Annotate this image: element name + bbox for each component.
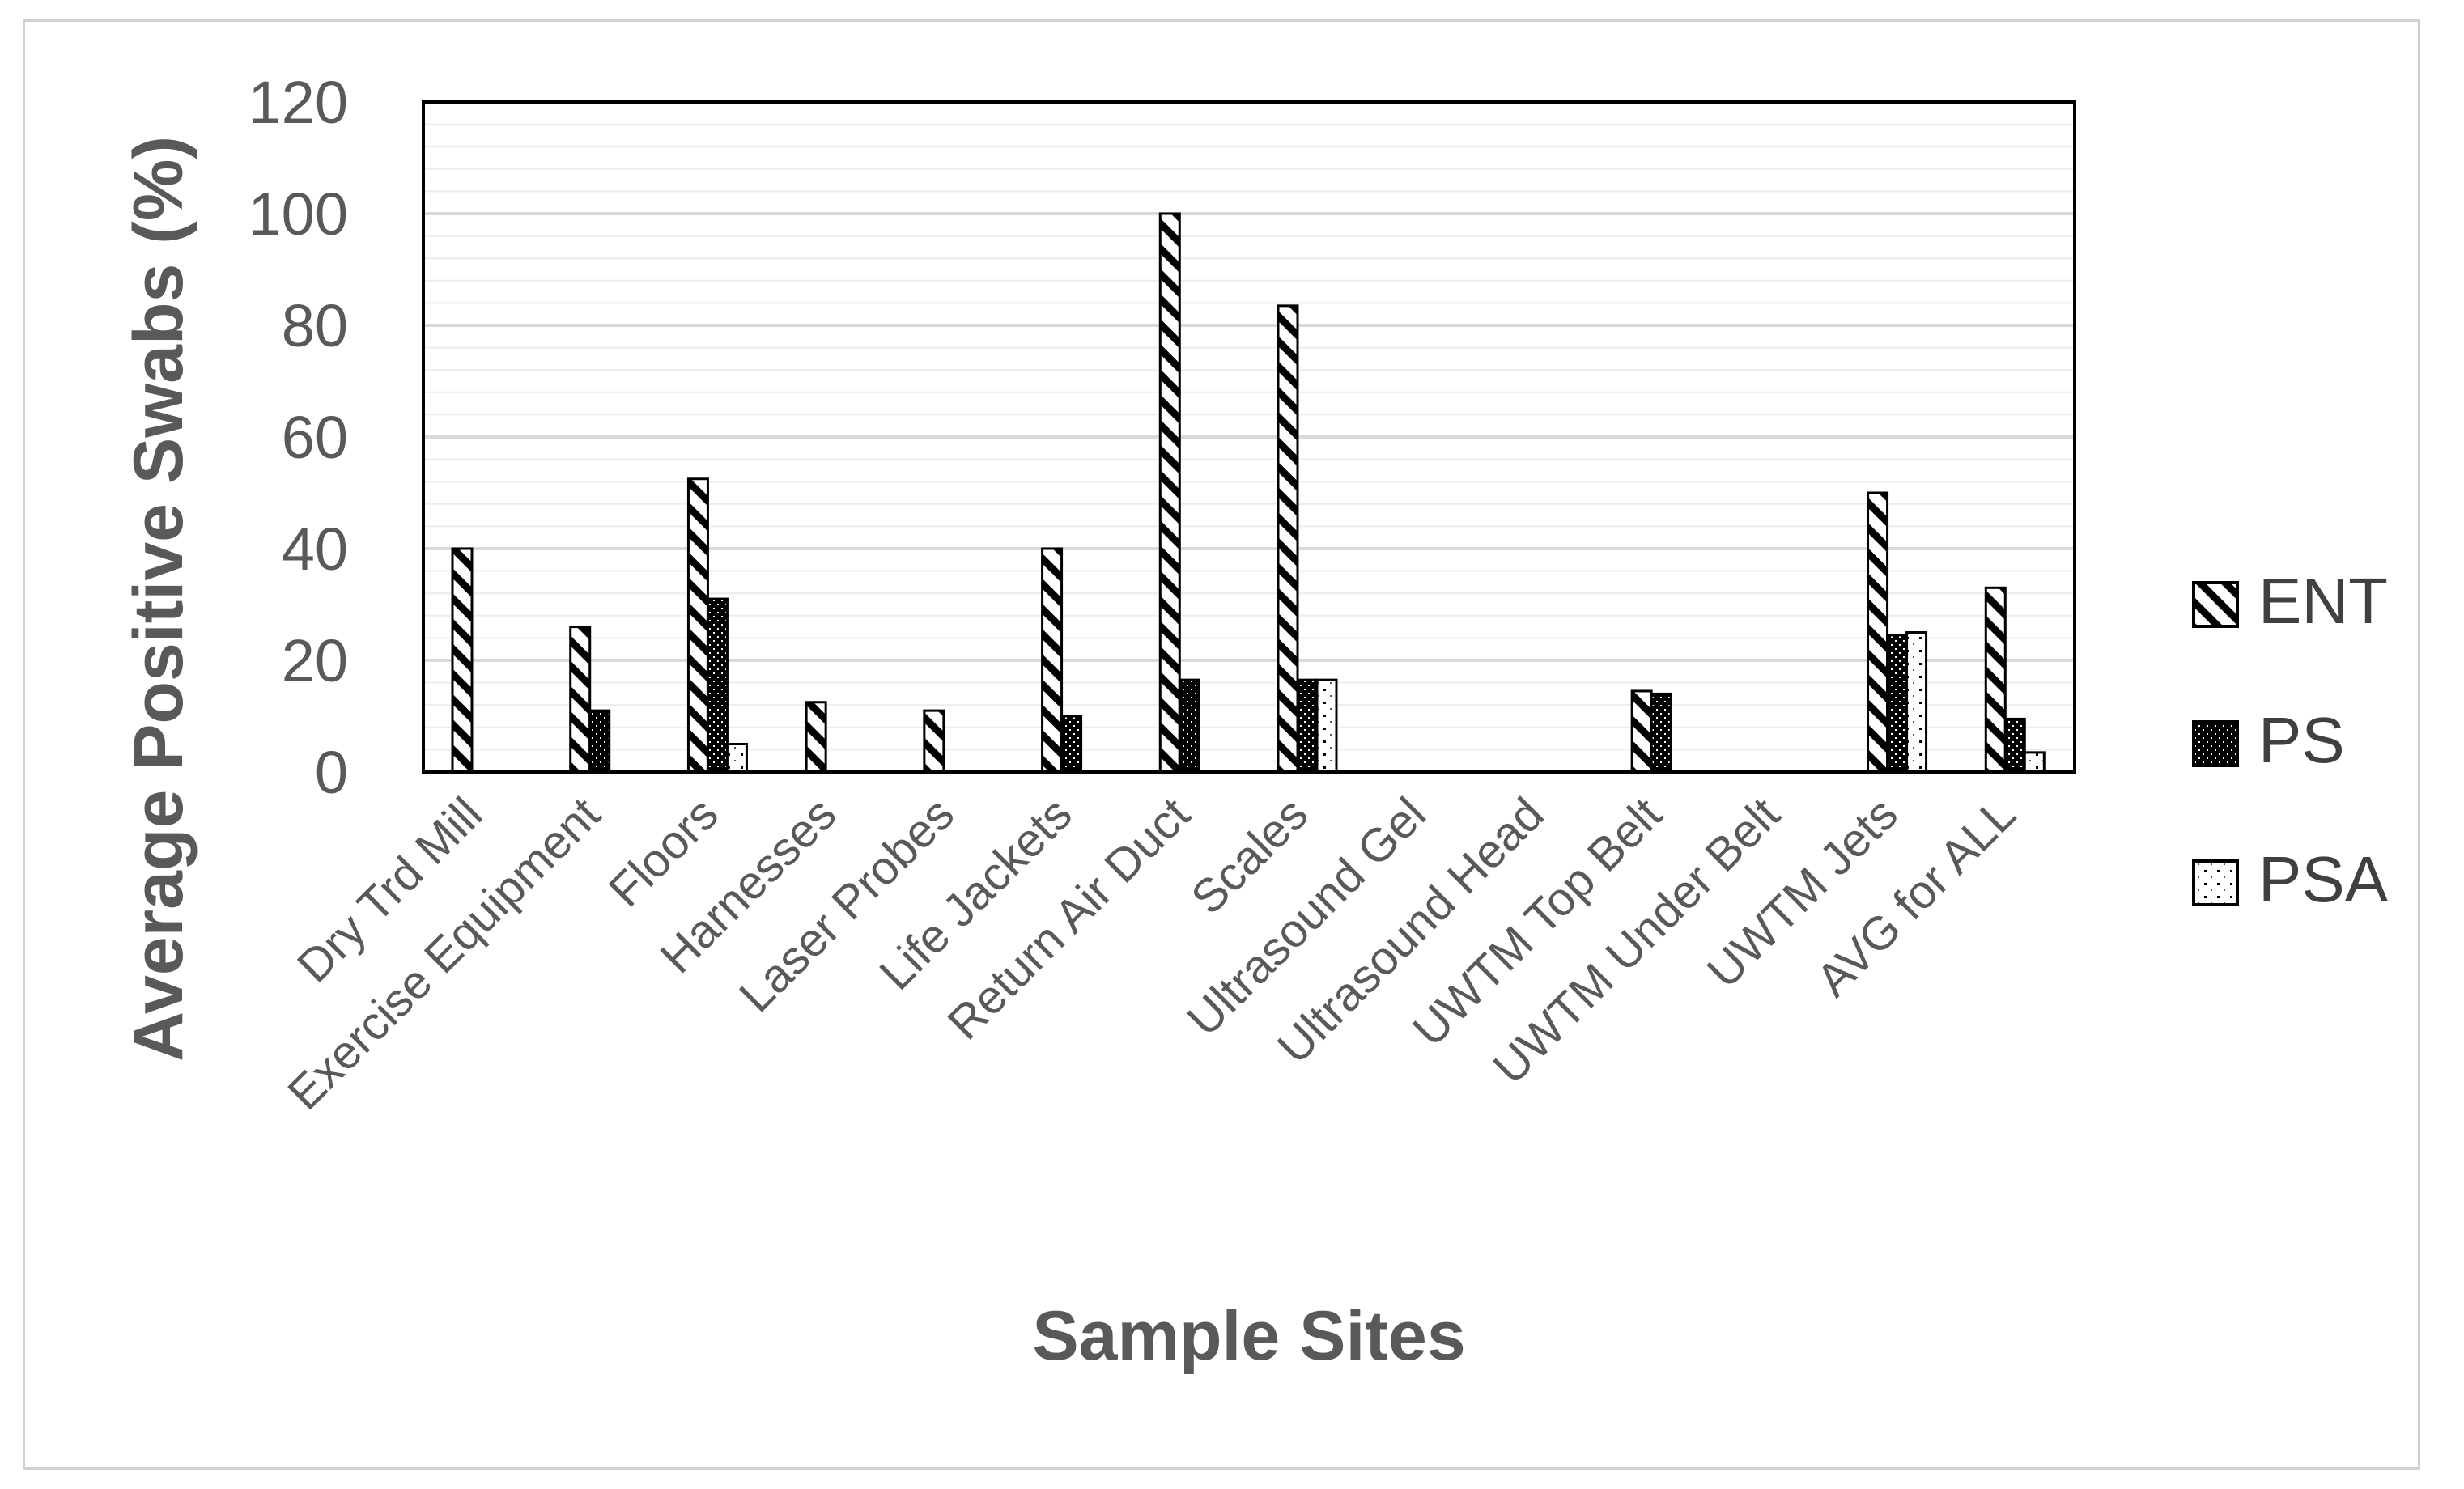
bars	[451, 212, 2046, 774]
bar-ent-5	[1041, 547, 1064, 774]
y-tick-label: 100	[249, 180, 348, 248]
bar-ent-7	[1277, 304, 1299, 774]
y-axis-ticks: 0 20 40 60 80 100 120	[249, 69, 348, 806]
y-tick-label: 20	[282, 627, 348, 694]
bar-ent-2	[686, 477, 709, 774]
legend-label-ent: ENT	[2258, 565, 2388, 637]
bar-ent-4	[923, 709, 945, 774]
bar-ent-10	[1630, 689, 1653, 774]
y-tick-label: 40	[282, 515, 348, 583]
bar-ps-2	[706, 597, 729, 774]
bar-ent-1	[569, 626, 592, 774]
bar-psa-13	[2023, 751, 2046, 774]
y-tick-label: 60	[282, 404, 348, 471]
legend-label-ps: PS	[2258, 704, 2345, 776]
legend-label-psa: PSA	[2258, 843, 2389, 915]
bar-psa-2	[725, 743, 748, 774]
bar-ps-10	[1650, 692, 1672, 774]
legend: ENT PS PSA	[2192, 565, 2389, 915]
y-tick-label: 0	[315, 739, 348, 806]
legend-swatch-psa	[2192, 859, 2239, 906]
bar-ent-0	[451, 547, 474, 774]
y-tick-label: 80	[282, 292, 348, 359]
bar-ent-3	[805, 701, 827, 774]
gridlines	[423, 100, 2075, 751]
bar-ps-12	[1886, 634, 1909, 774]
bar-ps-1	[588, 709, 611, 774]
bar-ent-6	[1158, 212, 1181, 774]
legend-swatch-ent	[2192, 581, 2239, 628]
bar-ps-7	[1296, 678, 1319, 774]
bar-ps-13	[2003, 717, 2026, 774]
bar-ps-6	[1178, 678, 1200, 774]
y-tick-label: 120	[249, 69, 348, 136]
x-axis-title: Sample Sites	[1032, 1297, 1465, 1375]
y-axis-title: Average Positive Swabs (%)	[120, 136, 198, 1062]
bar-ps-5	[1060, 715, 1083, 774]
bar-psa-12	[1905, 631, 1928, 774]
plot-area-border	[422, 100, 2076, 774]
bar-psa-7	[1315, 678, 1338, 774]
bar-ent-13	[1984, 586, 2007, 774]
bar-ent-12	[1867, 491, 1889, 774]
legend-swatch-ps	[2192, 720, 2239, 767]
